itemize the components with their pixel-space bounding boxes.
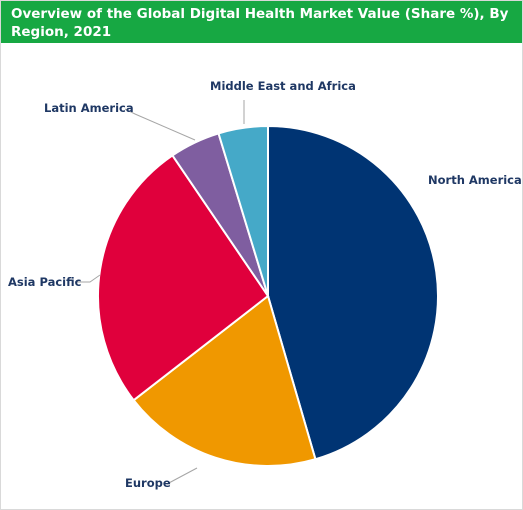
leader-line-latin-america [124, 108, 196, 141]
pie-slice-asia-pacific [97, 154, 270, 402]
leader-line-europe [166, 467, 198, 485]
pie-slice-europe [132, 294, 317, 467]
slice-label-middle-east-and-africa: Middle East and Africa [210, 79, 356, 93]
slice-label-latin-america: Latin America [44, 101, 134, 115]
leader-line-asia-pacific [75, 274, 101, 283]
slice-label-asia-pacific: Asia Pacific [8, 275, 82, 289]
slice-label-north-america: North America [428, 173, 522, 187]
chart-title: Overview of the Global Digital Health Ma… [11, 6, 509, 40]
slice-label-europe: Europe [125, 476, 171, 490]
pie-slice-north-america [267, 124, 439, 461]
pie-slice-middle-east-and-africa [217, 124, 269, 297]
title-bar: Overview of the Global Digital Health Ma… [1, 1, 522, 43]
